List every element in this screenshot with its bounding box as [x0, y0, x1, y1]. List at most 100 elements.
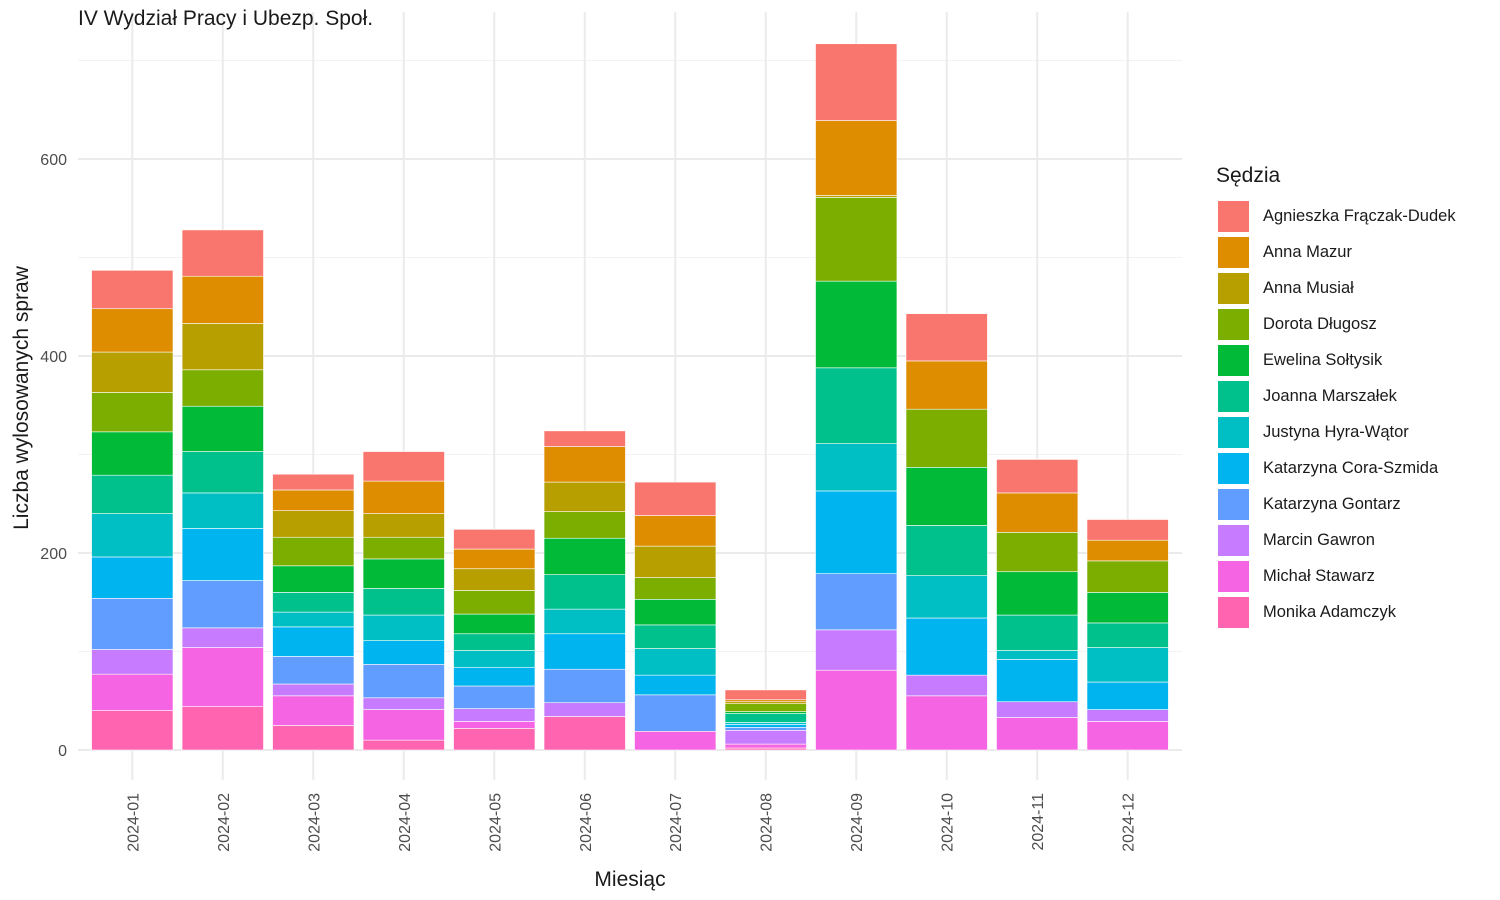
- bar-segment: [272, 489, 355, 511]
- bar-segment: [543, 511, 626, 539]
- bar-segment: [181, 275, 264, 324]
- bar-segment: [634, 648, 717, 676]
- bar-segment: [815, 573, 898, 631]
- bar-segment: [1086, 681, 1169, 710]
- bar-segment: [996, 614, 1079, 651]
- legend-items: Agnieszka Frączak-Dudek Anna Mazur Anna Mu…: [1217, 198, 1456, 630]
- bar-segment: [362, 588, 445, 616]
- legend-item: Katarzyna Gontarz: [1217, 486, 1456, 522]
- bar-segment: [1086, 519, 1169, 541]
- bar-segment: [272, 510, 355, 538]
- bar-segment: [453, 728, 536, 751]
- bar-segment: [905, 695, 988, 751]
- legend-key: [1217, 199, 1250, 233]
- bar-segment: [634, 598, 717, 626]
- bar-segment: [815, 629, 898, 671]
- bar-segment: [362, 513, 445, 538]
- bar-segment: [91, 431, 174, 476]
- bar-segment: [453, 613, 536, 635]
- bar-segment: [181, 323, 264, 371]
- bar-segment: [634, 694, 717, 732]
- x-tick-label: 2024-05: [487, 793, 504, 852]
- bar-segment: [453, 529, 536, 550]
- bar-segment: [91, 556, 174, 599]
- legend-item: Joanna Marszałek: [1217, 378, 1456, 414]
- bar-segment: [272, 611, 355, 628]
- bar-segment: [453, 650, 536, 668]
- bar-segment: [905, 617, 988, 676]
- x-tick-label: 2024-12: [1121, 793, 1138, 852]
- x-tick-label: 2024-07: [668, 793, 685, 852]
- bar-segment: [905, 467, 988, 526]
- bar-segment: [362, 739, 445, 751]
- bar-segment: [181, 229, 264, 277]
- bar-segment: [543, 430, 626, 447]
- bar-segment: [543, 537, 626, 575]
- bar-segment: [905, 575, 988, 619]
- x-tick-label: 2024-04: [397, 793, 414, 852]
- bar-segment: [181, 647, 264, 707]
- bar-segment: [272, 536, 355, 567]
- bar-segment: [634, 624, 717, 649]
- legend-key: [1217, 415, 1250, 449]
- bar-segment: [453, 721, 536, 729]
- bar-segment: [362, 709, 445, 741]
- legend-label: Anna Musiał: [1263, 278, 1354, 297]
- bar-segment: [181, 580, 264, 629]
- bar-segment: [996, 701, 1079, 718]
- bar-segment: [815, 43, 898, 121]
- bar-segment: [362, 614, 445, 641]
- y-tick-label: 400: [40, 349, 67, 366]
- legend-label: Katarzyna Cora-Szmida: [1263, 458, 1439, 477]
- bar-segment: [362, 451, 445, 482]
- bar-segment: [272, 565, 355, 593]
- bar-segment: [905, 313, 988, 362]
- bar-segment: [362, 480, 445, 514]
- bar-segment: [905, 408, 988, 468]
- bar-segment: [815, 197, 898, 282]
- bar-segment: [362, 536, 445, 560]
- y-tick-label: 200: [40, 546, 67, 563]
- y-axis-title: Liczba wylosowanych spraw: [10, 265, 33, 530]
- bar-segment: [1086, 539, 1169, 562]
- bar-segment: [815, 120, 898, 196]
- bar-segment: [634, 577, 717, 600]
- bar-segment: [543, 608, 626, 635]
- bar-segment: [543, 716, 626, 751]
- bar-segment: [996, 659, 1079, 703]
- bar-segment: [453, 568, 536, 591]
- bar-segment: [91, 351, 174, 393]
- bar-segment: [724, 743, 807, 749]
- bar-segment: [362, 558, 445, 589]
- legend-item: Monika Adamczyk: [1217, 594, 1456, 630]
- bar-segment: [181, 528, 264, 581]
- bar-segment: [815, 280, 898, 369]
- bar-segment: [815, 490, 898, 574]
- bar-segment: [1086, 622, 1169, 648]
- bar-segment: [181, 492, 264, 529]
- bar-segment: [1086, 560, 1169, 593]
- bar-segment: [543, 446, 626, 483]
- bar-segment: [453, 633, 536, 651]
- legend-item: Justyna Hyra-Wątor: [1217, 414, 1456, 450]
- bar-segment: [543, 481, 626, 512]
- bar-segment: [181, 369, 264, 407]
- legend-label: Monika Adamczyk: [1263, 602, 1396, 621]
- bar-segment: [272, 656, 355, 685]
- bar-segment: [91, 392, 174, 433]
- bar-segment: [362, 697, 445, 710]
- bar-segment: [181, 405, 264, 452]
- bar-segment: [91, 474, 174, 514]
- bar-segment: [543, 668, 626, 704]
- x-tick-label: 2024-02: [216, 793, 233, 852]
- bar-segment: [905, 525, 988, 576]
- legend-label: Agnieszka Frączak-Dudek: [1263, 206, 1456, 225]
- x-tick-label: 2024-09: [849, 793, 866, 852]
- axis-layer: 0 200 400 600 2024-01 2024-02 2024-03 2024-04 20…: [40, 152, 1137, 852]
- bar-segment: [996, 492, 1079, 533]
- bar-segment: [181, 451, 264, 494]
- bar-segment: [91, 270, 174, 310]
- x-tick-label: 2024-08: [759, 793, 776, 852]
- legend-label: Dorota Długosz: [1263, 314, 1377, 333]
